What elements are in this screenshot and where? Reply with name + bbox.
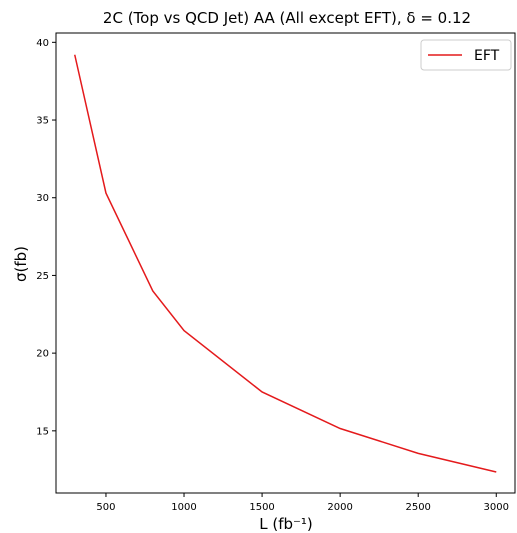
x-tick-label: 1000 [171, 502, 196, 513]
x-tick-label: 2500 [405, 502, 430, 513]
data-point [151, 289, 154, 292]
x-tick-label: 1500 [249, 502, 274, 513]
chart-title: 2C (Top vs QCD Jet) AA (All except EFT),… [103, 9, 471, 27]
series-points [73, 53, 498, 473]
data-point [339, 427, 342, 430]
data-point [104, 192, 107, 195]
legend-box [420, 39, 512, 71]
legend-label-eft: EFT [474, 48, 500, 64]
y-tick-label: 20 [36, 349, 49, 360]
x-tick-label: 500 [96, 502, 115, 513]
x-axis-label: L (fb⁻¹) [259, 515, 313, 533]
x-tick-label: 3000 [484, 502, 509, 513]
data-point [261, 390, 264, 393]
data-point [495, 471, 498, 474]
y-tick-label: 15 [36, 426, 49, 437]
y-tick-label: 40 [36, 38, 49, 49]
axis-ticks: 500 1000 1500 2000 2500 3000 15 20 25 30 35 40 [36, 38, 509, 513]
data-point [417, 452, 420, 455]
data-point [183, 329, 186, 332]
y-axis-label: σ(fb) [12, 246, 30, 282]
data-point [73, 53, 76, 56]
legend: EFT [420, 39, 512, 71]
series-line-eft [74, 54, 497, 473]
plot-frame [55, 32, 516, 494]
x-tick-label: 2000 [327, 502, 352, 513]
y-tick-label: 30 [36, 193, 49, 204]
y-tick-label: 35 [36, 116, 49, 127]
y-tick-label: 25 [36, 271, 49, 282]
